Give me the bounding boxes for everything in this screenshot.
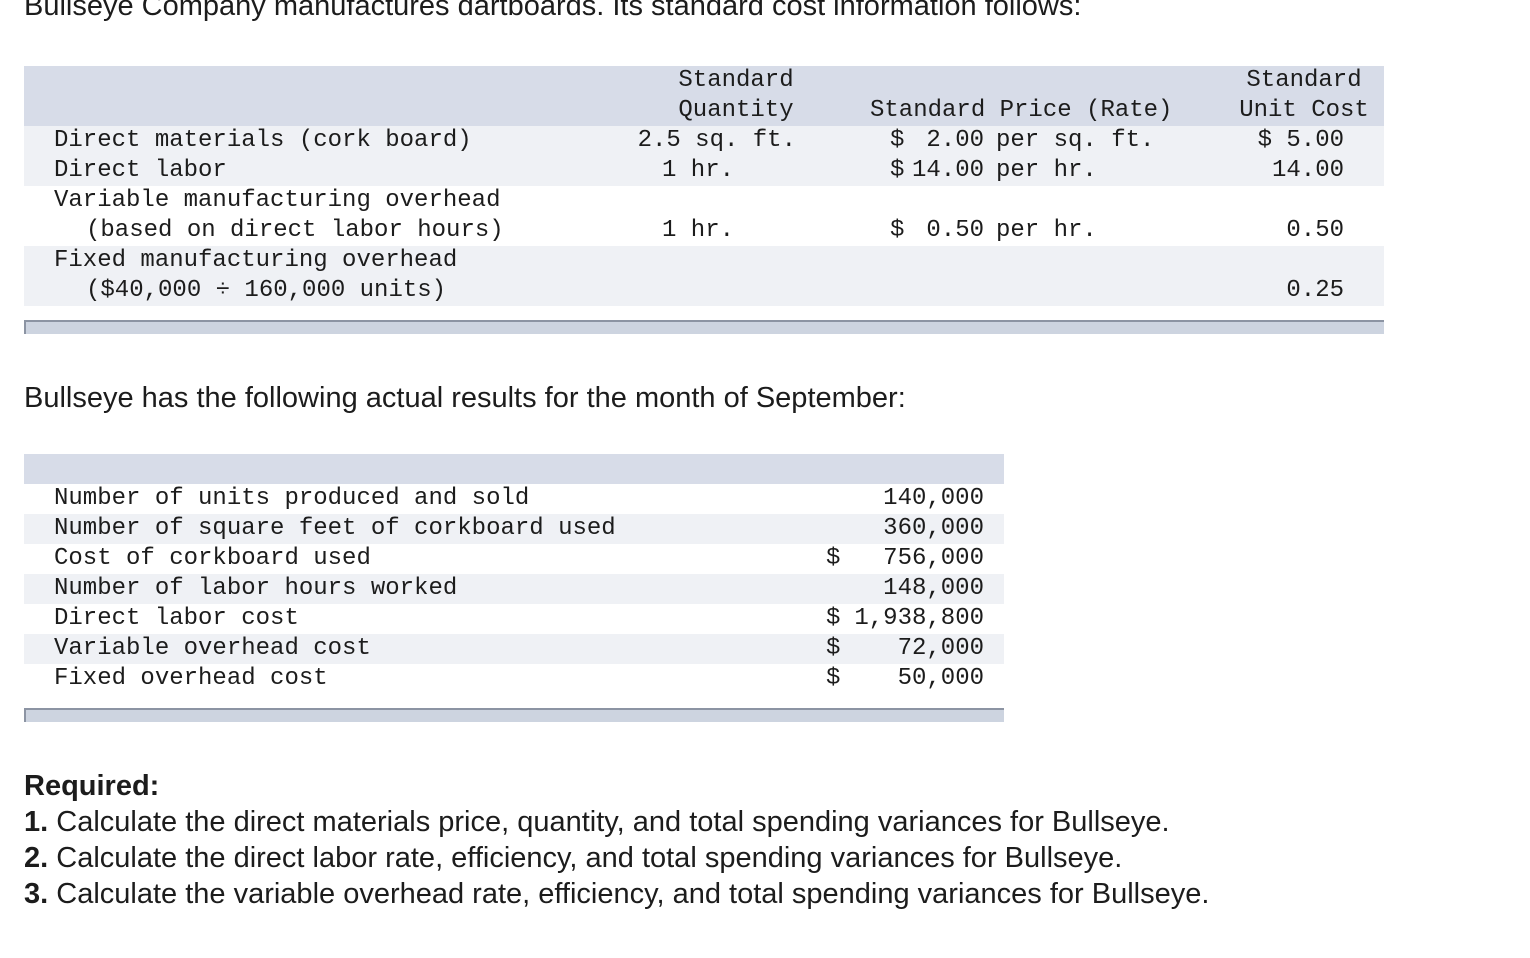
row-quantity: 1 hr. bbox=[661, 217, 734, 244]
row-label: Number of units produced and sold bbox=[54, 485, 530, 512]
required-item: 3. Calculate the variable overhead rate,… bbox=[24, 876, 1209, 912]
item-number: 1. bbox=[24, 806, 49, 838]
row-label: Variable overhead cost bbox=[54, 635, 371, 662]
row-label-sub: (based on direct labor hours) bbox=[86, 217, 504, 244]
header-standard-price: Standard Price (Rate) bbox=[870, 97, 1173, 124]
header-standard-unit-cost-2: Unit Cost bbox=[1239, 97, 1369, 124]
row-price-value: 0.50 bbox=[926, 217, 984, 244]
row-price-value: 2.00 bbox=[926, 127, 984, 154]
table-row bbox=[24, 574, 1004, 604]
table-header-band bbox=[24, 454, 1004, 484]
row-label: Number of labor hours worked bbox=[54, 575, 458, 602]
row-label: Variable manufacturing overhead bbox=[54, 187, 501, 214]
header-standard-unit-cost-1: Standard bbox=[1246, 67, 1362, 94]
item-text: Calculate the variable overhead rate, ef… bbox=[56, 878, 1210, 910]
header-standard-quantity-2: Quantity bbox=[678, 97, 794, 124]
intro-text: Bullseye Company manufactures dartboards… bbox=[24, 0, 1082, 22]
table-row bbox=[24, 126, 1384, 156]
row-value: 360,000 bbox=[883, 515, 984, 542]
item-text: Calculate the direct materials price, qu… bbox=[56, 806, 1170, 838]
table-header-band bbox=[24, 66, 1384, 126]
row-label-sub: ($40,000 ÷ 160,000 units) bbox=[86, 277, 447, 304]
row-unit-cost: $ 5.00 bbox=[1257, 127, 1344, 154]
row-value: 50,000 bbox=[897, 665, 984, 692]
row-label: Cost of corkboard used bbox=[54, 545, 371, 572]
row-label: Fixed overhead cost bbox=[54, 665, 328, 692]
row-value: 140,000 bbox=[883, 485, 984, 512]
header-standard-quantity-1: Standard bbox=[678, 67, 794, 94]
required-section: Required: 1. Calculate the direct materi… bbox=[24, 768, 1209, 912]
row-price-symbol: $ bbox=[890, 127, 905, 154]
row-unit-cost: 14.00 bbox=[1271, 157, 1344, 184]
row-price-value: 14.00 bbox=[911, 157, 984, 184]
row-price-unit: per sq. ft. bbox=[996, 127, 1155, 154]
row-unit-cost: 0.50 bbox=[1286, 217, 1344, 244]
row-price-symbol: $ bbox=[890, 217, 905, 244]
required-item: 2. Calculate the direct labor rate, effi… bbox=[24, 840, 1209, 876]
actual-results-table: Number of units produced and sold 140,00… bbox=[24, 454, 1004, 722]
row-quantity: 1 hr. bbox=[661, 157, 734, 184]
row-label: Direct materials (cork board) bbox=[54, 127, 472, 154]
table-row bbox=[24, 156, 1384, 186]
row-price-symbol: $ bbox=[890, 157, 905, 184]
row-label: Fixed manufacturing overhead bbox=[54, 247, 458, 274]
row-price-unit: per hr. bbox=[996, 217, 1097, 244]
row-price-unit: per hr. bbox=[996, 157, 1097, 184]
row-symbol: $ bbox=[826, 605, 841, 632]
row-label: Number of square feet of corkboard used bbox=[54, 515, 616, 542]
row-value: 72,000 bbox=[897, 635, 984, 662]
required-title: Required: bbox=[24, 770, 160, 802]
item-number: 2. bbox=[24, 842, 49, 874]
item-text: Calculate the direct labor rate, efficie… bbox=[56, 842, 1123, 874]
required-item: 1. Calculate the direct materials price,… bbox=[24, 804, 1209, 840]
row-label: Direct labor bbox=[54, 157, 227, 184]
table-footer-bar bbox=[24, 320, 1384, 334]
table-row bbox=[24, 246, 1384, 306]
row-unit-cost: 0.25 bbox=[1286, 277, 1344, 304]
table-row bbox=[24, 186, 1384, 246]
table-footer-bar bbox=[24, 708, 1004, 722]
row-symbol: $ bbox=[826, 545, 841, 572]
row-value: 1,938,800 bbox=[854, 605, 984, 632]
item-number: 3. bbox=[24, 878, 49, 910]
row-symbol: $ bbox=[826, 665, 841, 692]
standard-cost-table: Standard Quantity Standard Price (Rate) … bbox=[24, 66, 1384, 334]
actual-results-intro: Bullseye has the following actual result… bbox=[24, 382, 906, 414]
table-row bbox=[24, 514, 1004, 544]
row-value: 756,000 bbox=[883, 545, 984, 572]
row-value: 148,000 bbox=[883, 575, 984, 602]
table-row bbox=[24, 634, 1004, 664]
row-label: Direct labor cost bbox=[54, 605, 299, 632]
row-quantity: 2.5 sq. ft. bbox=[637, 127, 796, 154]
row-symbol: $ bbox=[826, 635, 841, 662]
